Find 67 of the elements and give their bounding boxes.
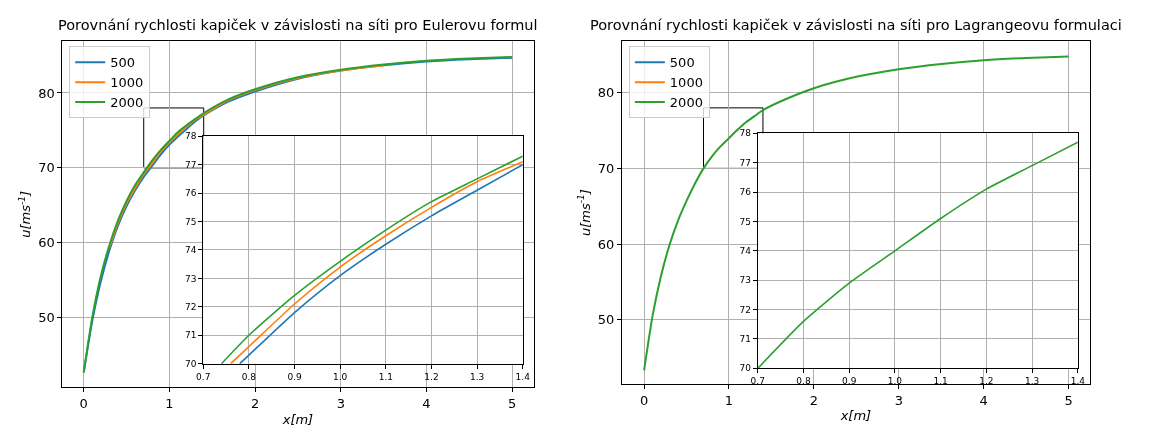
- x-tick-label: 3: [336, 395, 345, 411]
- y-tick-label: 50: [38, 310, 55, 326]
- x-tick-label: 0.9: [287, 371, 302, 382]
- chart-title: Porovnání rychlosti kapiček v závislosti na síti pro Lagrangeovu formulaci: [590, 17, 1122, 33]
- y-tick-label: 73: [185, 273, 197, 284]
- y-tick-label: 73: [739, 275, 751, 286]
- x-tick-label: 1.2: [424, 371, 439, 382]
- x-tick-label: 1.4: [515, 371, 531, 382]
- y-tick-label: 60: [38, 235, 55, 251]
- x-axis-title: x[m]: [281, 411, 314, 427]
- legend-label: 2000: [110, 95, 144, 111]
- y-tick-label: 50: [597, 312, 615, 328]
- x-tick-label: 0.7: [196, 371, 211, 382]
- line-series: [82, 56, 514, 374]
- y-tick-label: 77: [739, 157, 751, 168]
- y-tick-label: 71: [185, 330, 197, 341]
- y-tick-label: 74: [739, 245, 752, 256]
- y-tick-label: 70: [38, 160, 55, 176]
- x-tick-label: 0.9: [842, 376, 857, 387]
- y-tick-label: 74: [185, 245, 197, 256]
- x-tick-label: 1.2: [979, 376, 994, 387]
- x-tick-label: 4: [979, 392, 988, 408]
- y-tick-label: 78: [739, 128, 752, 139]
- x-tick-label: 1: [724, 392, 734, 408]
- y-tick-label: 75: [185, 216, 197, 227]
- line-series: [757, 141, 1078, 369]
- y-tick-label: 80: [597, 85, 615, 101]
- x-tick-label: 1.4: [1070, 376, 1086, 387]
- chart-title: Porovnání rychlosti kapiček v závislosti na síti pro Eulerovu formul: [58, 17, 538, 33]
- legend-label: 500: [669, 55, 695, 71]
- y-tick-label: 72: [185, 301, 197, 312]
- y-tick-label: 71: [739, 334, 751, 345]
- x-tick-label: 1.1: [378, 371, 393, 382]
- y-tick-label: 72: [739, 304, 751, 315]
- legend-label: 2000: [669, 95, 703, 111]
- y-tick-label: 75: [739, 216, 751, 227]
- x-tick-label: 1.3: [469, 371, 485, 382]
- x-tick-label: 2: [809, 392, 819, 408]
- x-tick-label: 0: [639, 392, 649, 408]
- x-tick-label: 3: [894, 392, 903, 408]
- legend-label: 1000: [110, 75, 144, 91]
- legend-label: 1000: [669, 75, 703, 91]
- x-tick-label: 0.8: [796, 376, 811, 387]
- legend-label: 500: [110, 55, 136, 71]
- y-tick-label: 76: [185, 188, 197, 199]
- x-tick-label: 0.8: [241, 371, 257, 382]
- y-tick-label: 70: [185, 358, 197, 369]
- x-tick-label: 1.1: [933, 376, 948, 387]
- x-tick-label: 1: [165, 395, 174, 411]
- x-tick-label: 5: [508, 395, 517, 411]
- y-tick-label: 78: [185, 131, 197, 142]
- y-tick-label: 80: [38, 85, 55, 101]
- x-axis-title: x[m]: [839, 408, 872, 424]
- x-tick-label: 2: [250, 395, 260, 411]
- x-tick-label: 1.0: [887, 376, 903, 387]
- line-series: [643, 55, 1070, 372]
- y-tick-label: 60: [597, 236, 615, 252]
- y-tick-label: 77: [185, 159, 197, 170]
- y-tick-label: 70: [739, 363, 752, 374]
- x-tick-label: 1.0: [333, 371, 348, 382]
- x-tick-label: 5: [1064, 392, 1073, 408]
- x-tick-label: 0.7: [750, 376, 765, 387]
- x-tick-label: 1.3: [1024, 376, 1040, 387]
- y-tick-label: 76: [739, 187, 752, 198]
- y-tick-label: 70: [597, 160, 615, 176]
- x-tick-label: 4: [422, 395, 431, 411]
- x-tick-label: 0: [79, 395, 88, 411]
